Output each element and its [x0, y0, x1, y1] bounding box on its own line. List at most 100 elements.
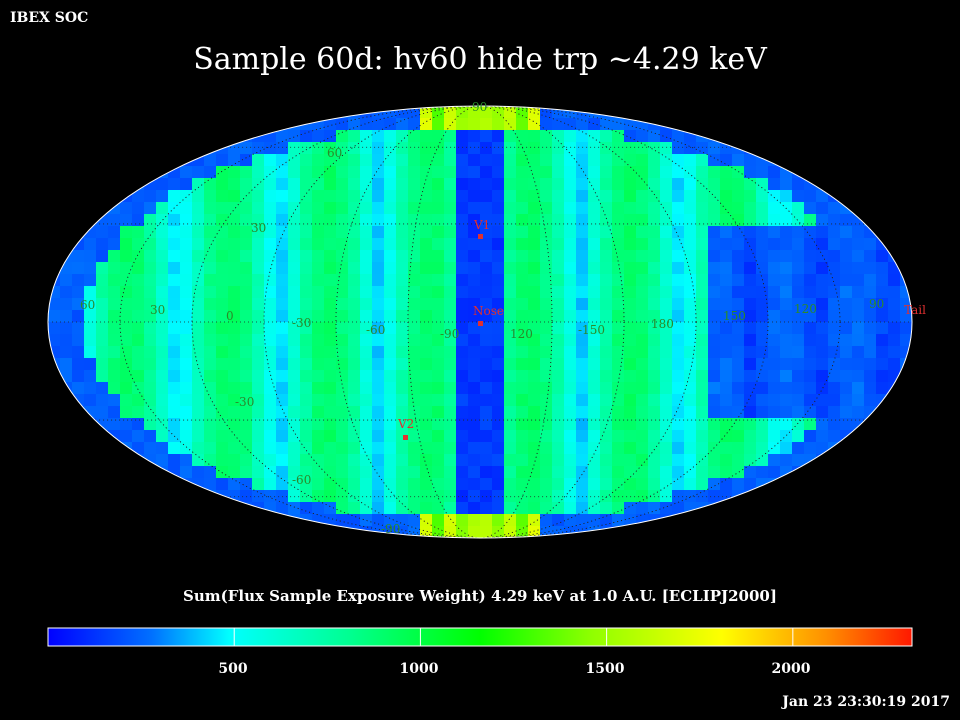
flux-cell [216, 190, 229, 203]
flux-cell [792, 190, 805, 203]
flux-cell [480, 130, 493, 143]
flux-cell [624, 466, 637, 479]
flux-cell [504, 322, 517, 335]
flux-cell [180, 214, 193, 227]
flux-cell [576, 154, 589, 167]
flux-cell [528, 442, 541, 455]
flux-cell [324, 502, 337, 515]
flux-cell [852, 358, 865, 371]
flux-cell [744, 370, 757, 383]
flux-cell [348, 250, 361, 263]
flux-cell [444, 394, 457, 407]
flux-cell [792, 370, 805, 383]
flux-cell [240, 154, 253, 167]
flux-cell [540, 250, 553, 263]
flux-cell [708, 358, 721, 371]
flux-cell [516, 310, 529, 323]
flux-cell [432, 286, 445, 299]
flux-cell [360, 454, 373, 467]
flux-cell [516, 286, 529, 299]
colorbar-tick-label: 1000 [399, 661, 439, 677]
flux-cell [864, 226, 877, 239]
flux-cell [240, 262, 253, 275]
flux-cell [540, 346, 553, 359]
flux-cell [360, 502, 373, 515]
flux-cell [432, 346, 445, 359]
flux-cell [348, 310, 361, 323]
flux-cell [720, 442, 733, 455]
flux-cell [648, 274, 661, 287]
flux-cell [744, 454, 757, 467]
flux-cell [408, 430, 421, 443]
flux-cell [576, 454, 589, 467]
flux-cell [360, 286, 373, 299]
flux-cell [732, 358, 745, 371]
flux-cell [732, 442, 745, 455]
flux-cell [312, 346, 325, 359]
flux-cell [864, 418, 877, 431]
flux-cell [492, 118, 505, 131]
flux-cell [396, 394, 409, 407]
flux-cell [300, 442, 313, 455]
flux-cell [264, 142, 277, 155]
flux-cell [792, 454, 805, 467]
flux-cell [564, 286, 577, 299]
flux-cell [312, 118, 325, 131]
flux-cell [612, 142, 625, 155]
flux-cell [264, 382, 277, 395]
flux-cell [516, 334, 529, 347]
flux-cell [816, 286, 829, 299]
flux-cell [312, 514, 325, 527]
flux-cell [900, 370, 912, 383]
flux-cell [420, 430, 433, 443]
flux-cell [660, 406, 673, 419]
flux-cell [612, 418, 625, 431]
flux-cell [504, 394, 517, 407]
flux-cell [228, 466, 241, 479]
flux-cell [504, 442, 517, 455]
flux-cell [612, 202, 625, 215]
flux-cell [360, 226, 373, 239]
flux-cell [528, 298, 541, 311]
flux-cell [660, 418, 673, 431]
flux-cell [408, 286, 421, 299]
flux-cell [768, 466, 781, 479]
flux-cell [96, 382, 109, 395]
flux-cell [528, 382, 541, 395]
flux-cell [780, 406, 793, 419]
flux-cell [864, 358, 877, 371]
flux-cell [456, 394, 469, 407]
flux-cell [168, 358, 181, 371]
flux-cell [504, 118, 517, 131]
flux-cell [780, 370, 793, 383]
flux-cell [636, 202, 649, 215]
flux-cell [432, 382, 445, 395]
flux-cell [612, 358, 625, 371]
flux-cell [168, 382, 181, 395]
flux-cell [528, 262, 541, 275]
flux-cell [192, 142, 205, 155]
flux-cell [480, 394, 493, 407]
flux-cell [588, 166, 601, 179]
flux-cell [852, 202, 865, 215]
flux-cell [612, 382, 625, 395]
flux-cell [576, 514, 589, 527]
flux-cell [888, 394, 901, 407]
flux-cell [612, 238, 625, 251]
flux-cell [120, 394, 133, 407]
flux-cell [540, 262, 553, 275]
flux-cell [468, 226, 481, 239]
flux-cell [552, 334, 565, 347]
flux-cell [612, 226, 625, 239]
flux-cell [684, 214, 697, 227]
flux-cell [636, 334, 649, 347]
flux-cell [852, 418, 865, 431]
flux-cell [120, 262, 133, 275]
flux-cell [540, 322, 553, 335]
flux-cell [456, 478, 469, 491]
flux-cell [600, 454, 613, 467]
flux-cell [360, 202, 373, 215]
flux-cell [480, 478, 493, 491]
flux-cell [180, 298, 193, 311]
flux-cell [684, 478, 697, 491]
